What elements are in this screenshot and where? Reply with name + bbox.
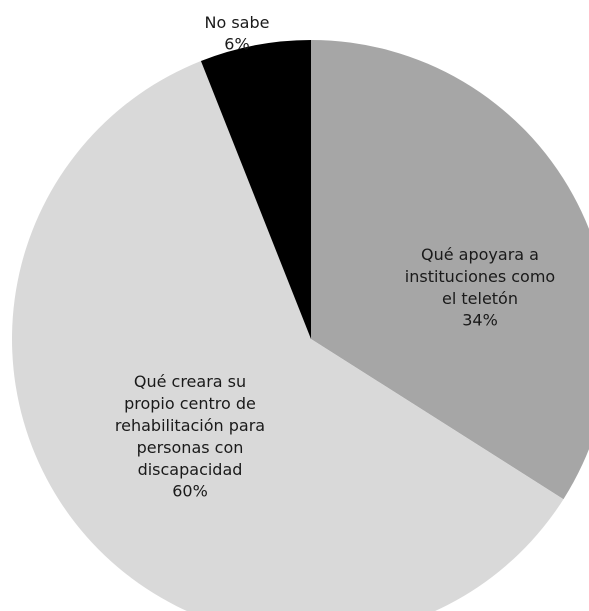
slice-value-label: 6% (224, 35, 249, 54)
slice-label: No sabe (205, 13, 270, 32)
slice-label: Qué creara su propio centro de rehabilitac… (115, 372, 265, 479)
slice-label-line: rehabilitación para (115, 416, 265, 435)
slice-label-line: personas con (137, 438, 244, 457)
pie-slice (200, 40, 311, 339)
slice-label: Qué apoyara a instituciones como el teletó… (405, 245, 555, 308)
slice-label-line: No sabe (205, 13, 270, 32)
slice-value-label: 34% (462, 311, 498, 330)
pie-slice (311, 40, 589, 500)
slice-label-line: discapacidad (138, 460, 243, 479)
slice-value-label: 60% (172, 482, 208, 501)
pie-slice (11, 60, 564, 611)
slice-label-line: instituciones como (405, 267, 555, 286)
slice-label-line: el teletón (442, 289, 518, 308)
slice-label-line: Qué creara su (134, 372, 246, 391)
slice-label-line: propio centro de (124, 394, 256, 413)
slice-label-line: Qué apoyara a (421, 245, 539, 264)
